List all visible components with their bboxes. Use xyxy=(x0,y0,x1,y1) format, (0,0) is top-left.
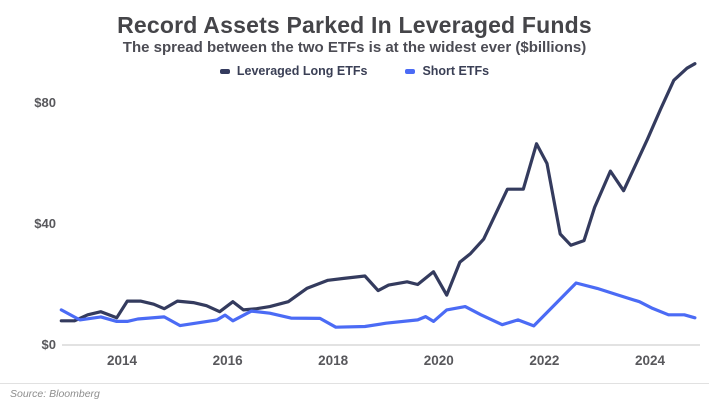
short-etfs-line xyxy=(59,281,697,329)
leveraged-long-legend-swatch-icon xyxy=(219,68,230,74)
chart-legend: Leveraged Long ETFs Short ETFs xyxy=(0,64,709,78)
legend-label-short-etfs: Short ETFs xyxy=(422,64,490,78)
leveraged-long-etfs-line xyxy=(59,62,697,323)
footer-divider xyxy=(0,383,709,384)
x-tick-label: 2016 xyxy=(212,353,243,368)
source-note: Source: Bloomberg xyxy=(10,388,100,400)
x-tick-label: 2014 xyxy=(106,353,138,368)
y-tick-label: $80 xyxy=(34,95,56,110)
x-tick-label: 2022 xyxy=(529,353,560,368)
y-tick-label: $40 xyxy=(34,216,56,231)
legend-item-leveraged-long: Leveraged Long ETFs xyxy=(219,64,368,78)
x-tick-label: 2020 xyxy=(423,353,454,368)
legend-item-short-etfs: Short ETFs xyxy=(405,64,489,78)
chart-subtitle: The spread between the two ETFs is at th… xyxy=(122,39,587,56)
x-tick-label: 2018 xyxy=(318,353,349,368)
y-tick-label: $0 xyxy=(41,337,56,352)
short-etfs-legend-swatch-icon xyxy=(405,68,416,74)
x-tick-label: 2024 xyxy=(634,353,666,368)
chart-title: Record Assets Parked In Leveraged Funds xyxy=(117,12,592,38)
legend-label-leveraged-long: Leveraged Long ETFs xyxy=(236,64,368,78)
